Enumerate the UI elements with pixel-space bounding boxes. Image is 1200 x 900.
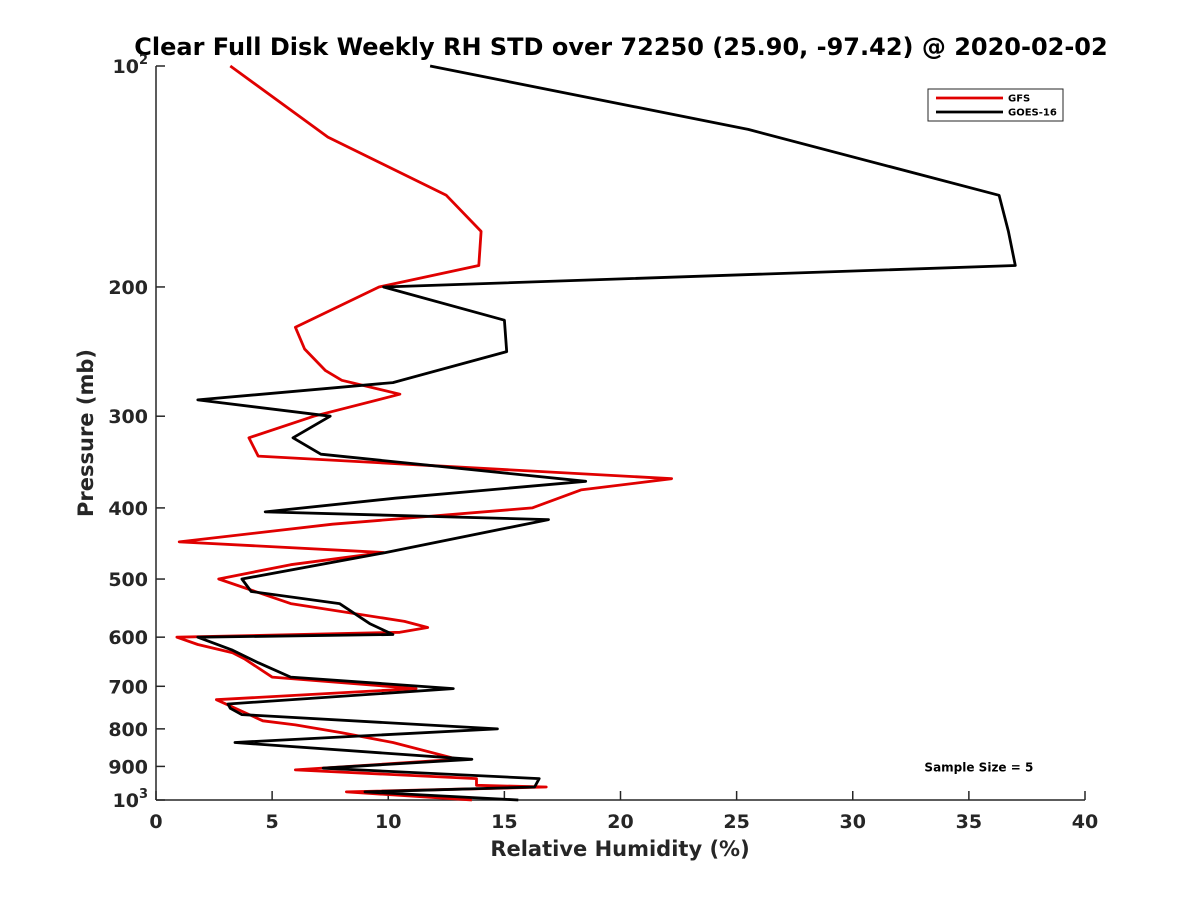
y-tick-label: 600 (108, 627, 148, 649)
y-tick-label: 102 (113, 53, 149, 78)
annotations: Sample Size = 5 (924, 760, 1033, 774)
x-tick-label: 15 (491, 811, 517, 833)
y-tick-label: 103 (113, 787, 149, 812)
legend-entry: GOES-16 (1008, 108, 1057, 119)
x-tick-label: 25 (723, 811, 749, 833)
y-tick-label: 200 (108, 277, 148, 299)
x-tick-label: 0 (149, 811, 162, 833)
x-tick-label: 20 (607, 811, 633, 833)
y-tick-label: 900 (108, 756, 148, 778)
y-tick-label: 700 (108, 676, 148, 698)
axes: 0 5 10 15 20 25 30 35 40 102 200 300 400 500 600 700 800… (108, 53, 1098, 833)
y-tick-label: 400 (108, 498, 148, 520)
legend-box (927, 88, 1064, 122)
x-tick-label: 30 (840, 811, 866, 833)
series-lines (175, 64, 1017, 802)
x-tick-label: 5 (266, 811, 279, 833)
series-line-goes-16 (196, 64, 1017, 802)
x-tick-label: 10 (375, 811, 401, 833)
x-tick-label: 35 (956, 811, 982, 833)
y-axis-label: Pressure (mb) (74, 349, 98, 517)
legend-entry: GFS (1008, 94, 1030, 105)
x-axis-label: Relative Humidity (%) (490, 837, 749, 861)
y-tick-label: 500 (108, 569, 148, 591)
x-tick-label: 40 (1072, 811, 1098, 833)
y-tick-label: 800 (108, 719, 148, 741)
sample-size-annotation: Sample Size = 5 (924, 760, 1033, 774)
y-tick-label: 300 (108, 406, 148, 428)
legend: GFS GOES-16 (927, 88, 1064, 122)
chart-title: Clear Full Disk Weekly RH STD over 72250… (134, 33, 1107, 61)
